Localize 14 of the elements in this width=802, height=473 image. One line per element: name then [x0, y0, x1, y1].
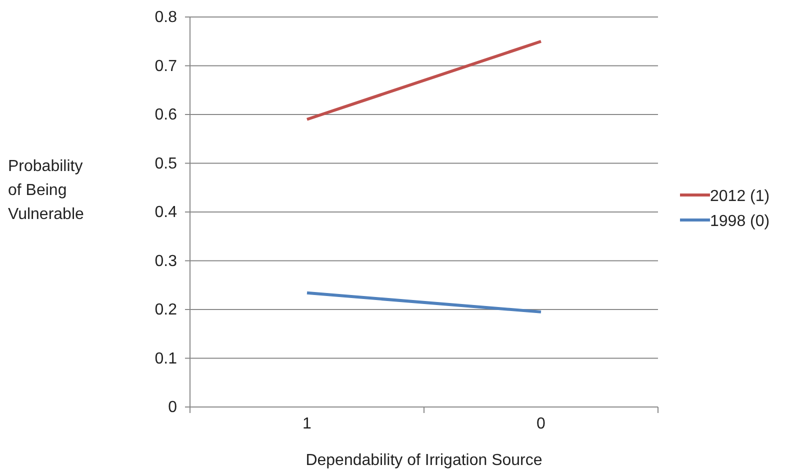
y-tick-label: 0.8 — [154, 9, 178, 26]
x-tick-label: 1 — [302, 415, 312, 432]
y-tick-label: 0.3 — [154, 252, 178, 270]
x-axis-title: Dependability of Irrigation Source — [306, 452, 542, 469]
legend-label: 1998 (0) — [710, 213, 770, 230]
y-tick-label: 0.2 — [154, 302, 178, 319]
y-tick-label: 0.4 — [154, 204, 178, 222]
y-tick-label: 0.1 — [154, 350, 178, 368]
y-tick-label: 0 — [168, 399, 178, 416]
legend-label: 2012 (1) — [710, 188, 770, 205]
y-tick-label: 0.7 — [154, 58, 178, 75]
y-tick-label: 0.6 — [154, 106, 178, 124]
y-axis-title: Probability of Being Vulnerable — [8, 158, 84, 223]
y-tick-label: 0.5 — [154, 155, 178, 172]
